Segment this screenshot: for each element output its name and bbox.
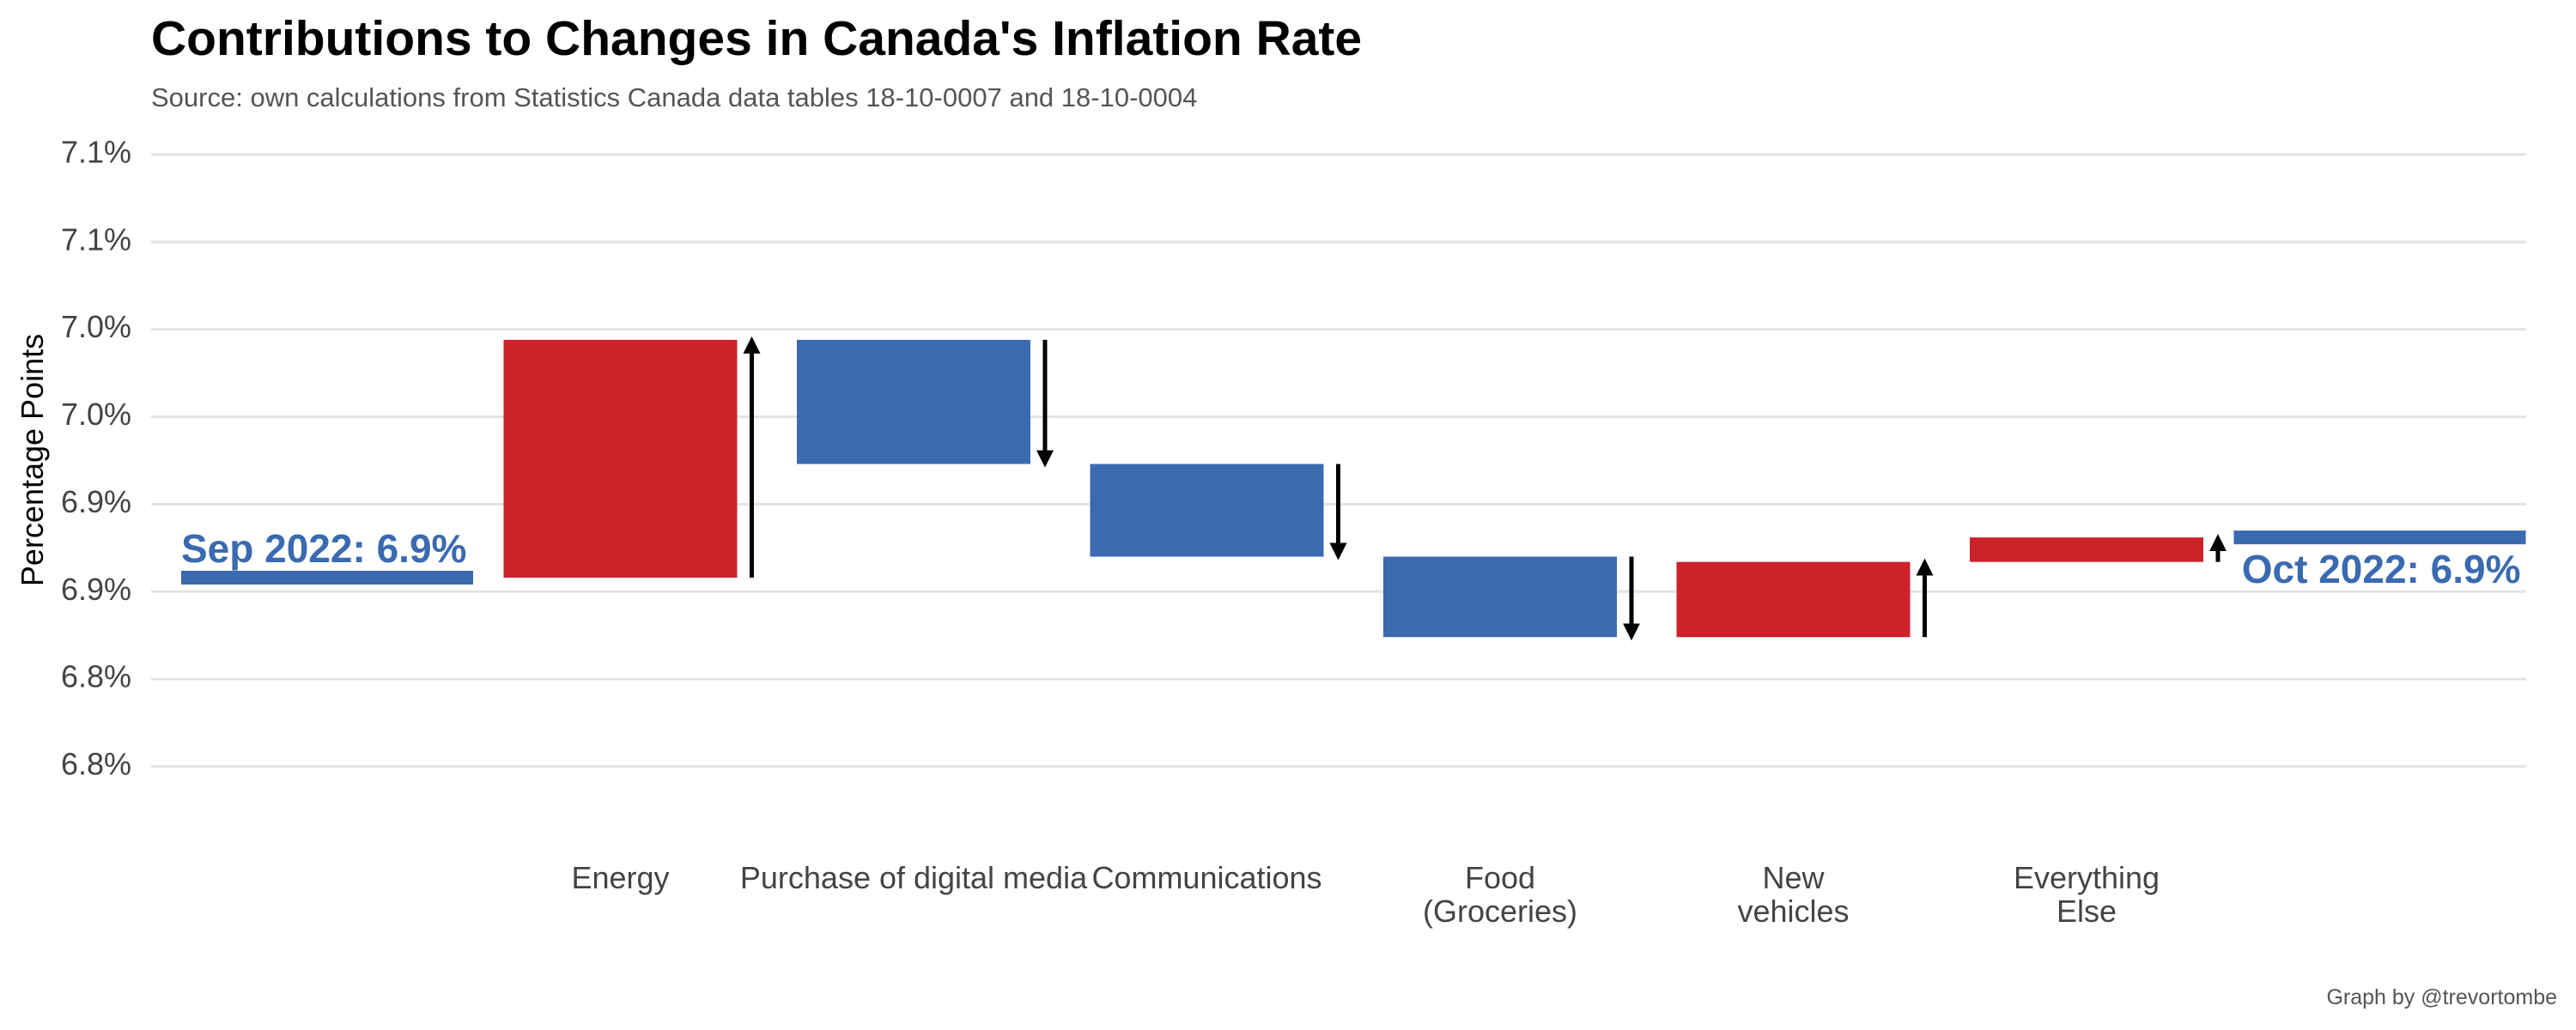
change-bar: [1090, 464, 1324, 557]
y-tick-label: 6.8%: [61, 747, 131, 782]
x-tick-label: vehicles: [1737, 894, 1849, 929]
y-tick-label: 7.0%: [61, 309, 131, 344]
y-tick-label: 7.1%: [61, 135, 131, 170]
total-label: Oct 2022: 6.9%: [2242, 547, 2521, 591]
x-tick-label: Energy: [571, 860, 669, 895]
caption: Graph by @trevortombe: [2326, 985, 2557, 1009]
x-tick-label: Communications: [1091, 860, 1321, 895]
x-tick-label: Food: [1465, 860, 1535, 895]
x-tick-label: New: [1762, 860, 1825, 895]
chart-subtitle: Source: own calculations from Statistics…: [151, 82, 1197, 112]
y-tick-label: 6.8%: [61, 659, 131, 694]
change-bar: [1676, 561, 1911, 638]
y-tick-label: 7.0%: [61, 397, 131, 432]
y-tick-label: 6.9%: [61, 484, 131, 519]
y-tick-label: 7.1%: [61, 221, 131, 257]
y-tick-label: 6.9%: [61, 572, 131, 607]
change-bar: [1383, 556, 1617, 638]
chart-title: Contributions to Changes in Canada's Inf…: [151, 11, 1362, 66]
x-tick-label: Else: [2057, 894, 2117, 929]
y-axis-title: Percentage Points: [15, 334, 50, 586]
total-label: Sep 2022: 6.9%: [181, 526, 466, 571]
total-bar: [181, 570, 473, 585]
x-tick-label: Purchase of digital media: [740, 860, 1088, 895]
x-tick-label: Everything: [2014, 860, 2160, 895]
total-bar: [2233, 530, 2526, 545]
change-bar: [503, 339, 738, 578]
x-tick-label: (Groceries): [1423, 894, 1577, 929]
change-bar: [1970, 537, 2203, 562]
change-bar: [797, 339, 1030, 464]
